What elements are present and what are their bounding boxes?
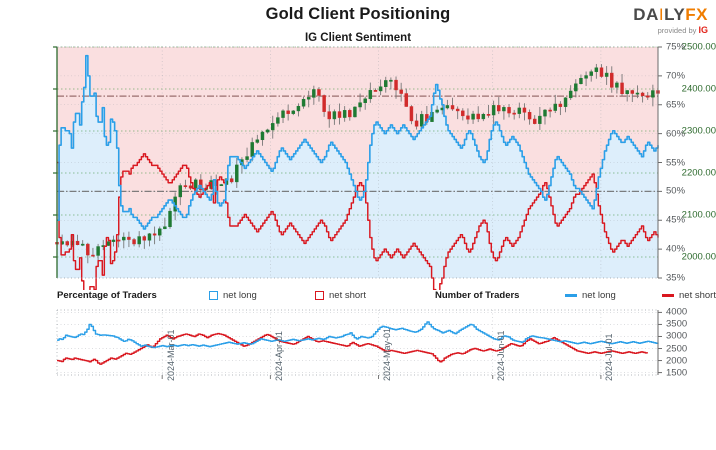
legend-num-net-short-label: net short <box>679 290 716 301</box>
legend-pct-net-short[interactable]: net short <box>315 288 366 303</box>
date-tick-label: 2024-May-01 <box>382 327 393 381</box>
legend-group-percentage: Percentage of Traders <box>57 288 157 303</box>
legend-pct-net-short-label: net short <box>329 290 366 301</box>
traders-count-tick-label: 4000 <box>666 306 688 318</box>
legend-num-net-long[interactable]: net long <box>565 288 616 303</box>
price-tick-label: 2500.00 <box>681 41 716 53</box>
percentage-tick-label: 65% <box>666 99 686 111</box>
logo-wordmark: DAILYFX <box>633 6 708 23</box>
legend-num-net-long-label: net long <box>582 290 616 301</box>
traders-count-tick-label: 3000 <box>666 330 688 342</box>
logo-ig: IG <box>698 25 708 35</box>
legend-percentage-title: Percentage of Traders <box>57 290 157 301</box>
page-title: Gold Client Positioning <box>265 5 451 23</box>
legend-pct-net-long-label: net long <box>223 290 257 301</box>
price-tick-label: 2400.00 <box>681 83 716 95</box>
logo-provided-text: provided by <box>657 26 697 35</box>
logo-da: DA <box>633 5 659 24</box>
price-tick-label: 2200.00 <box>681 167 716 179</box>
line-marker-icon <box>565 294 577 297</box>
logo-fx: FX <box>685 5 708 24</box>
percentage-tick-label: 40% <box>666 243 686 255</box>
date-tick-label: 2024-Apr-01 <box>273 330 284 381</box>
main-price-sentiment-chart[interactable] <box>0 0 716 290</box>
dailyfx-logo: DAILYFX provided by IG <box>633 6 708 35</box>
logo-bar: I <box>658 5 665 24</box>
percentage-tick-label: 70% <box>666 70 686 82</box>
line-marker-icon <box>662 294 674 297</box>
percentage-tick-label: 55% <box>666 157 686 168</box>
traders-count-tick-label: 1500 <box>666 367 688 379</box>
traders-count-tick-label: 2500 <box>666 343 688 355</box>
price-tick-label: 2000.00 <box>681 251 716 263</box>
percentage-tick-label: 60% <box>666 128 686 140</box>
legend-pct-net-long[interactable]: net long <box>209 288 257 303</box>
date-tick-label: 2024-Mar-01 <box>165 329 176 381</box>
traders-count-tick-label: 3500 <box>666 318 688 330</box>
date-tick-label: 2024-Jun-01 <box>496 330 507 381</box>
percentage-tick-label: 50% <box>666 185 686 197</box>
price-tick-label: 2100.00 <box>681 209 716 221</box>
number-of-traders-chart[interactable] <box>0 303 716 383</box>
legend-number-title: Number of Traders <box>435 290 520 301</box>
logo-ly: LY <box>664 5 686 24</box>
square-marker-icon <box>315 291 324 300</box>
percentage-tick-label: 35% <box>666 272 686 284</box>
chart-subtitle: IG Client Sentiment <box>304 32 412 44</box>
percentage-tick-label: 75% <box>666 41 686 53</box>
legend-num-net-short[interactable]: net short <box>662 288 716 303</box>
price-tick-label: 2300.00 <box>681 125 716 137</box>
chart-legend: Percentage of Traders net long net short… <box>57 288 716 303</box>
date-tick-label: 2024-Jul-01 <box>604 333 615 381</box>
legend-group-number: Number of Traders <box>435 288 519 303</box>
square-marker-icon <box>209 291 218 300</box>
traders-count-tick-label: 2000 <box>666 355 688 367</box>
logo-provided-by: provided by IG <box>633 26 708 35</box>
percentage-tick-label: 45% <box>666 214 686 226</box>
